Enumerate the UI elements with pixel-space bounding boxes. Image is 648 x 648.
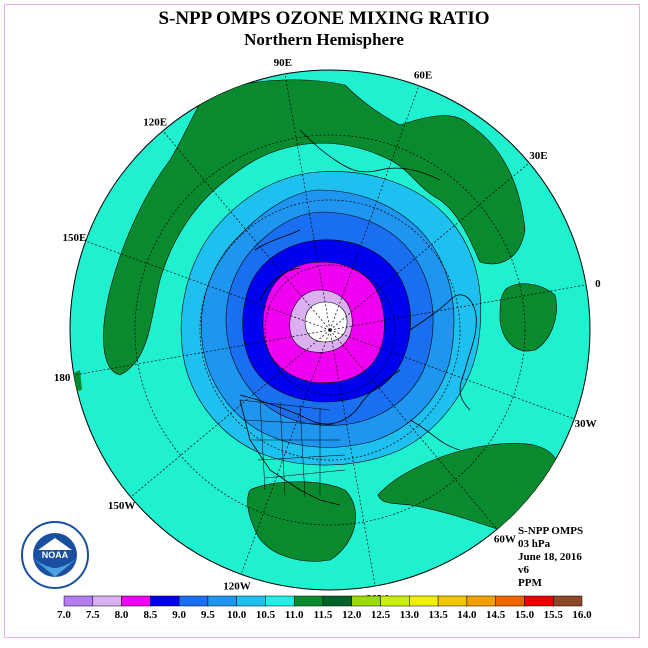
color-bar-label: 13.5 [428,609,448,621]
color-bar-box [409,595,439,607]
info-satellite: S-NPP OMPS [518,525,584,537]
color-bar-label: 16.0 [572,609,592,621]
color-bar-label: 8.5 [143,609,157,621]
color-bar-box [495,595,525,607]
color-bar-box [265,595,295,607]
color-bar-box [207,595,237,607]
figure-frame [4,4,640,638]
longitude-label: 30W [575,418,597,430]
color-bar-box [380,595,410,607]
parallel-circle [264,264,396,396]
longitude-label: 0 [595,278,601,290]
color-bar-box [121,595,151,607]
color-bar-label: 8.0 [115,609,129,621]
longitude-label: 120W [223,581,251,593]
color-bar-label: 9.5 [201,609,215,621]
color-bar-label: 15.0 [515,609,535,621]
color-bar-label: 12.5 [371,609,391,621]
color-bar-label: 14.5 [486,609,506,621]
usa-state-grid [239,399,346,498]
color-bar-label: 10.0 [227,609,247,621]
color-bar-box [293,595,324,607]
color-bar-box [437,595,468,607]
longitude-label: 60W [494,533,516,545]
contour-layer [70,79,561,562]
green-band-america [247,481,356,562]
graticule [73,73,587,587]
color-bar-box [552,595,583,607]
color-bar-label: 11.5 [314,609,333,621]
color-bar-box [92,595,122,607]
color-bar-box [236,595,266,607]
color-bar-label: 12.0 [342,609,362,621]
info-version: v6 [518,564,529,576]
color-bar-label: 10.5 [256,609,276,621]
green-band-pacific [103,79,526,376]
parallel-circle [199,199,461,461]
color-bar-label: 13.0 [400,609,420,621]
longitude-label: 150W [108,500,136,512]
color-bar-box [524,595,554,607]
color-bar-box [466,595,496,607]
color-bar-boxes [63,595,583,607]
longitude-label: 180 [54,372,71,384]
info-units: PPM [518,577,542,589]
info-date: June 18, 2016 [518,551,582,563]
info-pressure: 03 hPa [518,538,551,550]
color-bar-labels: 7.0 7.5 8.0 8.5 9.0 9.5 10.0 10.5 11.0 11.5 12.0 12… [57,609,592,621]
color-bar-label: 15.5 [544,609,564,621]
coastlines [239,129,477,506]
longitude-label: 30E [529,150,547,162]
color-bar-label: 9.0 [172,609,186,621]
info-block: S-NPP OMPS 03 hPa June 18, 2016 v6 PPM [518,525,583,590]
color-bar-box [150,595,180,607]
map-subtitle: Northern Hemisphere [244,30,404,49]
color-bar-label: 11.0 [285,609,304,621]
longitude-label: 150E [62,232,86,244]
color-bar-label: 14.0 [457,609,477,621]
color-bar-box [351,595,381,607]
longitude-label: 120E [143,117,167,129]
color-bar-label: 7.5 [86,609,100,621]
parallel-circle [134,134,526,526]
color-bar-label: 7.0 [57,609,71,621]
map-title: S-NPP OMPS OZONE MIXING RATIO [158,8,490,29]
color-bar-box [63,595,94,607]
green-band-europe [499,283,557,352]
noaa-logo-icon: NOAA [21,521,89,589]
color-bar-box [178,595,209,607]
logo-text: NOAA [42,550,69,560]
longitude-label: 90E [274,57,292,69]
color-bar-box [322,595,353,607]
level-7-5 [304,301,348,343]
longitude-label: 60E [414,69,432,81]
